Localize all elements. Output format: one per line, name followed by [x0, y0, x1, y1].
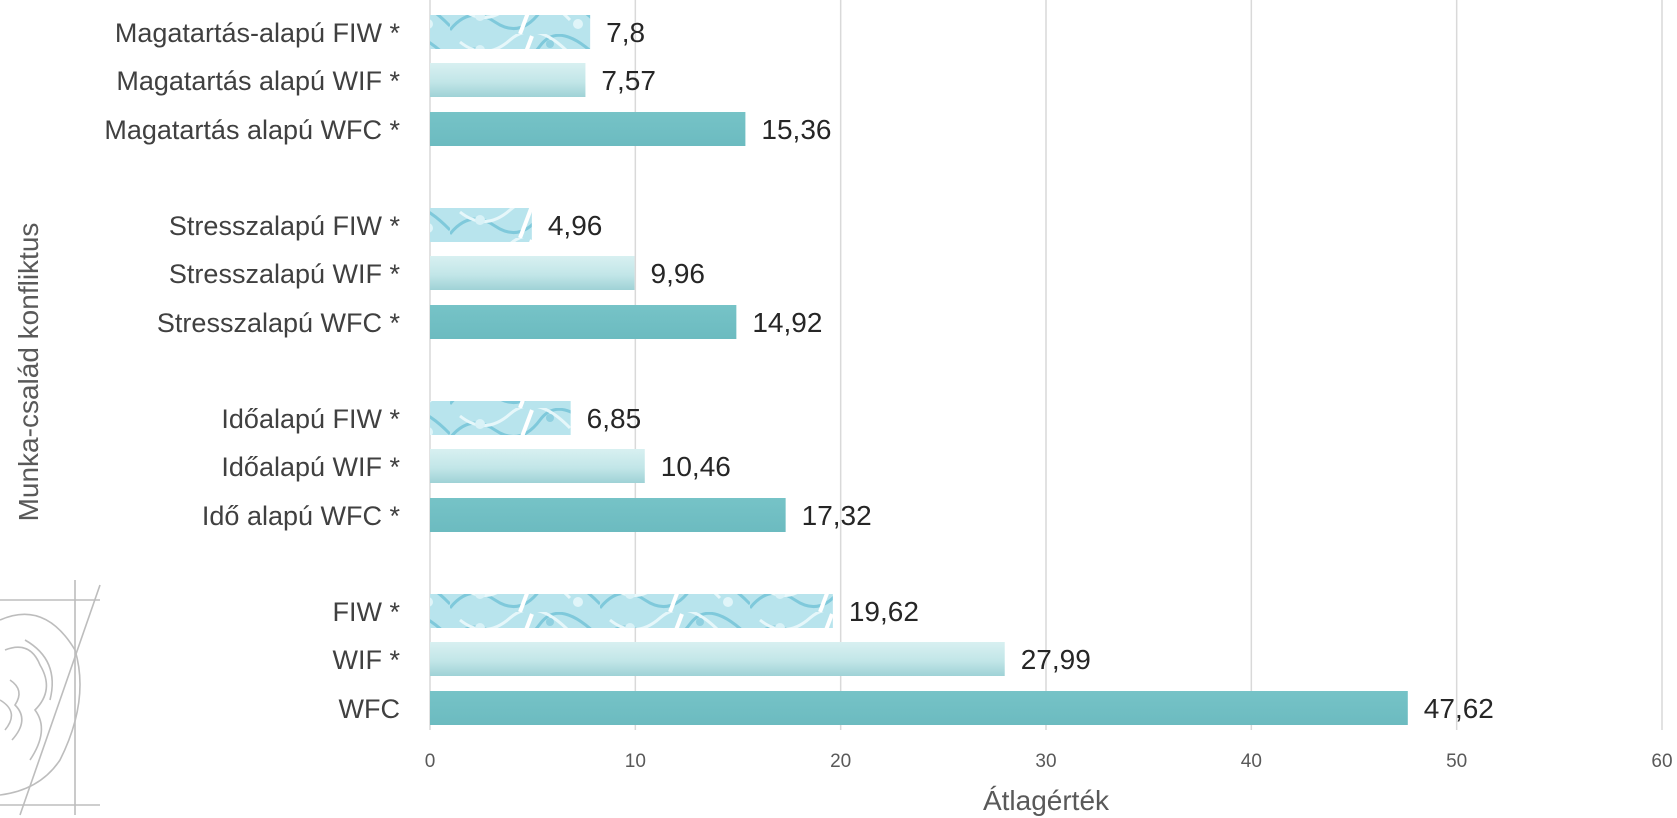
- bar: [430, 112, 746, 146]
- category-label: Magatartás alapú WIF *: [116, 66, 400, 96]
- x-tick-label: 10: [625, 751, 646, 772]
- category-label: Magatartás alapú WFC *: [104, 115, 400, 145]
- category-label: Stresszalapú WIF *: [169, 259, 401, 289]
- x-axis-title: Átlagérték: [983, 785, 1110, 816]
- category-label: Időalapú WIF *: [221, 452, 400, 482]
- data-label: 15,36: [761, 114, 831, 145]
- category-label: WFC: [339, 694, 400, 724]
- data-label: 7,8: [606, 17, 645, 48]
- data-labels: 7,8 7,57 15,36 4,96 9,96 14,92 6,85 10,46 17,32 1…: [548, 17, 1494, 724]
- bar: [430, 15, 591, 49]
- bar: [430, 256, 635, 290]
- bar: [430, 305, 737, 339]
- tick-labels: 0 10 20 30 40 50 60: [425, 751, 1673, 772]
- category-label: Időalapú FIW *: [221, 404, 400, 434]
- category-label: Idő alapú WFC *: [202, 501, 401, 531]
- category-label: Stresszalapú WFC *: [157, 308, 401, 338]
- category-label: Stresszalapú FIW *: [169, 211, 401, 241]
- category-label: WIF *: [333, 645, 401, 675]
- data-label: 17,32: [802, 500, 872, 531]
- x-tick-label: 0: [425, 751, 436, 772]
- category-label: Magatartás-alapú FIW *: [115, 18, 401, 48]
- data-label: 19,62: [849, 596, 919, 627]
- bar: [430, 449, 645, 483]
- category-labels: Magatartás-alapú FIW * Magatartás alapú W…: [104, 18, 400, 724]
- data-label: 9,96: [651, 258, 706, 289]
- bar: [430, 401, 571, 435]
- bar: [430, 594, 833, 628]
- data-label: 47,62: [1424, 693, 1494, 724]
- data-label: 4,96: [548, 210, 603, 241]
- data-label: 27,99: [1021, 644, 1091, 675]
- category-label: FIW *: [333, 597, 401, 627]
- bar: [430, 498, 786, 532]
- data-label: 6,85: [587, 403, 642, 434]
- x-tick-label: 30: [1035, 751, 1056, 772]
- bar: [430, 63, 586, 97]
- bar: [430, 208, 532, 242]
- x-tick-label: 20: [830, 751, 851, 772]
- data-label: 10,46: [661, 451, 731, 482]
- x-tick-label: 40: [1241, 751, 1262, 772]
- bars: [430, 15, 1408, 725]
- y-axis-title: Munka-család konfliktus: [13, 223, 44, 522]
- x-tick-label: 60: [1651, 751, 1672, 772]
- bar: [430, 642, 1005, 676]
- university-seal-watermark: [0, 580, 101, 816]
- bar: [430, 691, 1408, 725]
- x-tick-label: 50: [1446, 751, 1467, 772]
- data-label: 14,92: [752, 307, 822, 338]
- data-label: 7,57: [601, 65, 656, 96]
